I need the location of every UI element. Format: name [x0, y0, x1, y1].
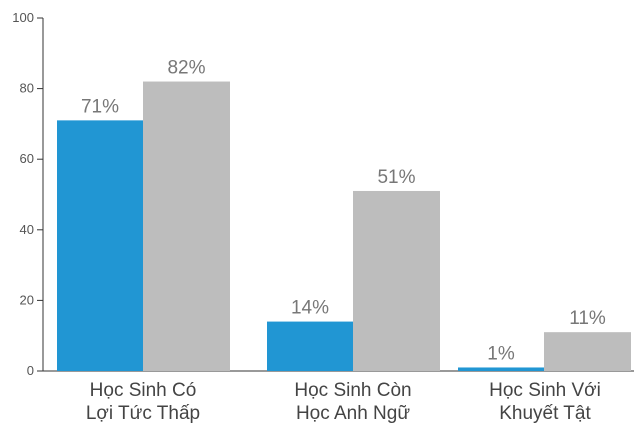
- category-label: Học Sinh Với: [489, 380, 601, 401]
- bar: [143, 81, 230, 371]
- y-tick-label: 60: [20, 151, 34, 166]
- bar: [458, 367, 544, 371]
- data-label: 14%: [291, 298, 329, 319]
- y-tick-label: 80: [20, 81, 34, 96]
- y-tick-label: 20: [20, 292, 34, 307]
- category-label: Học Sinh Có: [90, 380, 197, 401]
- data-label: 71%: [81, 96, 119, 117]
- data-labels: 71% 82% 14% 51% 1% 11%: [81, 58, 606, 365]
- category-label: Học Sinh Còn: [294, 380, 411, 401]
- bar: [544, 332, 631, 371]
- data-label: 82%: [167, 58, 205, 79]
- data-label: 1%: [487, 343, 515, 364]
- category-label: Học Anh Ngữ: [296, 403, 410, 424]
- y-tick-label: 40: [20, 222, 34, 237]
- bar: [57, 120, 143, 372]
- data-label: 11%: [569, 308, 606, 329]
- y-tick-label: 100: [12, 10, 34, 25]
- bars: [57, 81, 631, 372]
- bar: [267, 321, 353, 371]
- bar: [353, 190, 440, 371]
- category-label: Lợi Tức Thấp: [86, 403, 200, 424]
- data-label: 51%: [377, 167, 415, 188]
- y-axis: 0 20 40 60 80 100: [12, 10, 44, 378]
- category-label: Khuyết Tật: [499, 403, 591, 424]
- y-tick-label: 0: [27, 363, 34, 378]
